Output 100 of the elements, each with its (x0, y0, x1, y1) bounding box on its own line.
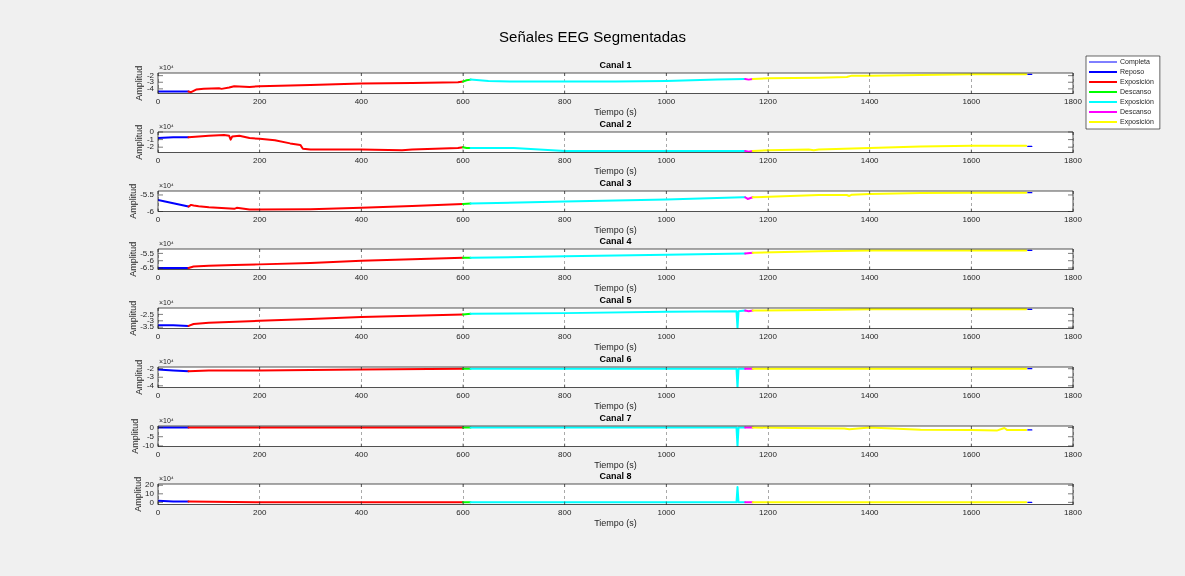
x-tick-label: 200 (252, 96, 267, 106)
x-tick-label: 0 (155, 449, 161, 458)
x-tick-label: 1400 (860, 390, 880, 400)
x-tick-label: 800 (557, 331, 572, 341)
x-tick-label: 600 (456, 449, 471, 458)
y-axis-title: Amplitud (127, 183, 138, 219)
x-tick-label: 1800 (1064, 214, 1083, 224)
x-tick-label: 1400 (860, 214, 880, 224)
chart-title: Canal 4 (599, 236, 632, 247)
x-axis-title: Tiempo (s) (594, 224, 637, 235)
x-tick-label: 1600 (962, 331, 981, 341)
x-tick-label: 1600 (962, 214, 981, 224)
y-axis-title: Amplitud (134, 359, 145, 395)
chart-title: Canal 5 (599, 295, 632, 306)
y-axis-title: Amplitud (134, 66, 145, 102)
y-tick-label: 10 (145, 489, 155, 499)
x-tick-label: 1200 (759, 331, 778, 341)
x-tick-label: 1800 (1064, 449, 1083, 458)
x-tick-label: 1600 (962, 155, 981, 165)
y-tick-label: -5 (146, 431, 155, 441)
x-tick-label: 1600 (962, 507, 981, 517)
chart-title: Canal 3 (599, 178, 632, 189)
x-tick-label: 1600 (962, 390, 981, 400)
chart-title: Canal 2 (599, 119, 632, 130)
chart-title: Canal 6 (599, 354, 632, 365)
x-axis-title: Tiempo (s) (594, 518, 637, 529)
x-tick-label: 400 (354, 331, 369, 341)
x-tick-label: 1600 (962, 272, 981, 282)
y-tick-label: -4 (146, 380, 155, 390)
y-tick-label: -5.5 (140, 189, 155, 199)
x-tick-label: 400 (354, 214, 369, 224)
y-axis-title: Amplitud (132, 476, 143, 512)
x-tick-label: 1200 (759, 155, 778, 165)
x-tick-label: 1000 (657, 507, 676, 517)
x-tick-label: 200 (252, 214, 267, 224)
x-tick-label: 1400 (860, 96, 880, 106)
y-tick-label: -10 (142, 440, 155, 450)
x-tick-label: 600 (456, 155, 471, 165)
chart-title: Canal 7 (599, 412, 632, 423)
x-tick-label: 1200 (759, 214, 778, 224)
x-tick-label: 1800 (1064, 507, 1083, 517)
x-tick-label: 1400 (860, 331, 880, 341)
y-axis-title: Amplitud (127, 242, 138, 278)
x-tick-label: 600 (456, 390, 471, 400)
x-tick-label: 1400 (860, 272, 880, 282)
chart-title: Canal 8 (599, 471, 632, 482)
chart-title: Señales EEG Segmentadas (499, 28, 686, 46)
x-tick-label: 1600 (962, 449, 981, 458)
y-tick-label: -4 (146, 84, 155, 94)
x-tick-label: 400 (354, 96, 369, 106)
y-tick-label: -5.5 (140, 248, 155, 258)
y-tick-label: -2.5 (140, 309, 155, 319)
x-tick-label: 1400 (860, 155, 880, 165)
x-axis-title: Tiempo (s) (594, 165, 637, 176)
x-axis-title: Tiempo (s) (594, 283, 637, 294)
x-tick-label: 1800 (1064, 390, 1083, 400)
y-axis-title: Amplitud (129, 418, 140, 454)
x-tick-label: 800 (557, 214, 572, 224)
y-tick-label: 0 (149, 497, 155, 507)
y-tick-label: 0 (149, 127, 155, 137)
x-tick-label: 1600 (962, 96, 981, 106)
x-tick-label: 800 (557, 390, 572, 400)
x-tick-label: 1400 (860, 507, 880, 517)
x-axis-title: Tiempo (s) (594, 459, 637, 470)
y-tick-label: -2 (146, 363, 155, 373)
x-tick-label: 1200 (759, 272, 778, 282)
x-tick-label: 600 (456, 272, 471, 282)
x-tick-label: 200 (252, 390, 267, 400)
x-tick-label: 400 (354, 272, 369, 282)
y-tick-label: -3 (146, 372, 155, 382)
x-tick-label: 800 (557, 155, 572, 165)
y-tick-label: -6.5 (140, 263, 155, 273)
x-tick-label: 800 (557, 96, 572, 106)
x-axis-title: Tiempo (s) (594, 342, 637, 353)
x-tick-label: 600 (456, 507, 471, 517)
x-tick-label: 200 (252, 507, 267, 517)
x-tick-label: 400 (354, 155, 369, 165)
x-tick-label: 200 (252, 155, 267, 165)
x-axis-title: Tiempo (s) (594, 107, 637, 118)
y-tick-label: 20 (145, 480, 155, 490)
x-tick-label: 400 (354, 449, 369, 458)
x-tick-label: 800 (557, 449, 572, 458)
x-tick-label: 1200 (759, 449, 778, 458)
x-tick-label: 1000 (657, 214, 676, 224)
x-tick-label: 1800 (1064, 331, 1083, 341)
y-tick-label: -1 (146, 134, 155, 144)
x-tick-label: 600 (456, 331, 471, 341)
x-tick-label: 200 (252, 449, 267, 458)
x-tick-label: 600 (456, 96, 471, 106)
x-tick-label: 800 (557, 272, 572, 282)
chart-subtitle: Canal 1 (599, 60, 632, 71)
x-tick-label: 400 (354, 390, 369, 400)
y-tick-label: -2 (146, 142, 155, 152)
x-tick-label: 200 (252, 272, 267, 282)
x-tick-label: 1000 (657, 390, 676, 400)
x-tick-label: 1400 (860, 449, 880, 458)
x-tick-label: 600 (456, 214, 471, 224)
x-tick-label: 1200 (759, 390, 778, 400)
x-tick-label: 200 (252, 331, 267, 341)
x-tick-label: 1000 (657, 155, 676, 165)
